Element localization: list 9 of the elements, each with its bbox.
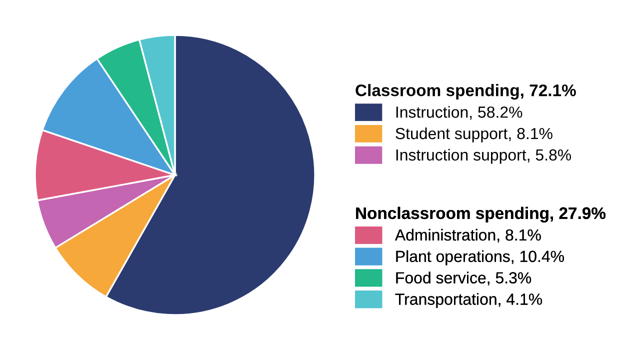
legend-label: Food service, 5.3%: [396, 272, 532, 286]
legend-label: Instruction, 58.2%: [396, 106, 522, 120]
text: Nonclassroom spending, 27.9%: [356, 206, 606, 222]
legend-label: Student support, 8.1%: [396, 127, 552, 142]
legend-label: Transportation, 4.1%: [395, 293, 542, 308]
legend-label: Administration, 8.1%: [394, 228, 541, 243]
text: Classroom spending, 72.1%: [356, 84, 576, 100]
legend-label: Plant operations, 10.4%: [396, 250, 564, 266]
legend-label: Instruction support, 5.8%: [396, 148, 572, 164]
